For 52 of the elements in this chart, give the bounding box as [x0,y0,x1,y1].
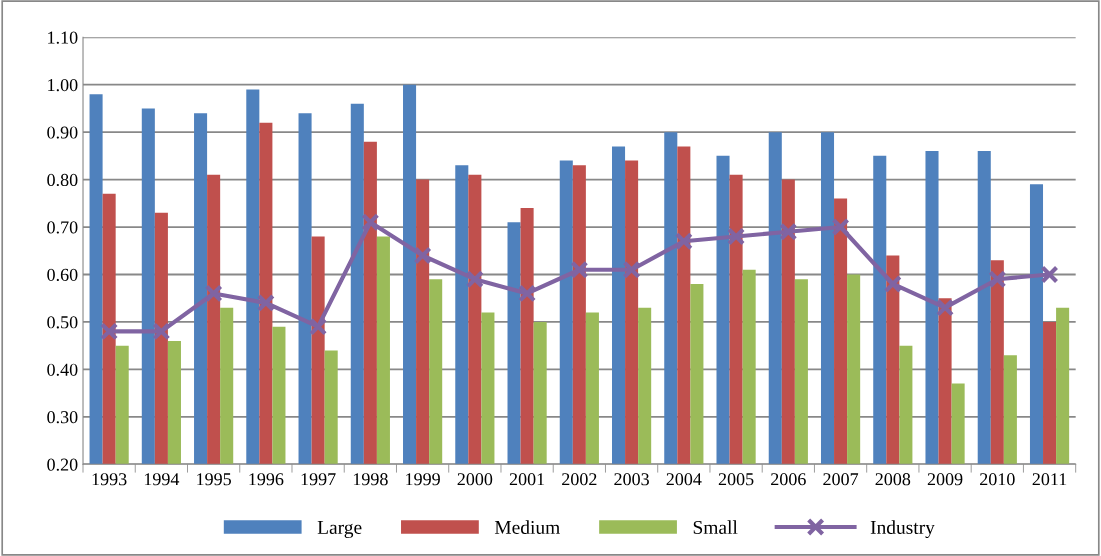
x-tick-label: 1996 [249,473,284,486]
x-tick-label: 2006 [771,473,806,486]
y-tick-label: 1.10 [48,31,78,44]
point [100,322,119,341]
y-tick-label: 0.40 [47,363,78,376]
x-tick-label: 1995 [197,473,231,486]
point [413,246,432,265]
legend-label: Medium [494,520,560,534]
point [518,284,537,303]
x-tick-label: 1993 [92,473,127,486]
x-tick-label: 2002 [562,473,597,486]
x-tick-label: 2005 [718,473,754,486]
point [465,270,484,289]
y-tick-label: 0.50 [47,316,78,329]
point [883,274,902,293]
point [831,218,850,237]
point [309,317,328,336]
x-tick-label: 1997 [301,473,336,486]
x-tick-label: 2007 [823,473,859,486]
point [622,260,641,279]
x-tick-label: 2011 [1032,473,1067,486]
point [727,227,746,246]
y-tick-label: 0.90 [47,126,78,139]
point [152,322,171,341]
x-tick-label: 2000 [457,473,493,486]
y-tick-label: 1.00 [48,78,78,92]
point [361,213,380,232]
y-tick-label: 0.60 [47,268,78,281]
x-tick-label: 2004 [666,473,702,486]
x-tick-label: 1994 [144,473,180,486]
point [988,270,1007,289]
legend-label: Small [693,520,738,534]
point [256,293,275,312]
x-tick-label: 2001 [509,473,545,486]
x-tick-label: 2003 [614,473,649,486]
point [674,232,693,251]
y-tick-label: 0.30 [47,411,78,424]
point [204,284,223,303]
y-tick-label: 0.70 [47,221,78,234]
point [570,260,589,279]
x-tick-label: 1999 [406,473,440,486]
point [779,222,798,241]
point [936,298,955,317]
x-tick-label: 1998 [353,473,388,486]
legend-label: Large [317,521,362,538]
x-tick-label: 2009 [927,473,963,486]
point [1040,265,1059,284]
y-tick-label: 0.20 [47,458,78,471]
x-tick-label: 2010 [980,473,1015,486]
x-tick-label: 2008 [875,473,911,486]
legend-label: Industry [870,520,935,538]
y-tick-label: 0.80 [47,173,78,187]
